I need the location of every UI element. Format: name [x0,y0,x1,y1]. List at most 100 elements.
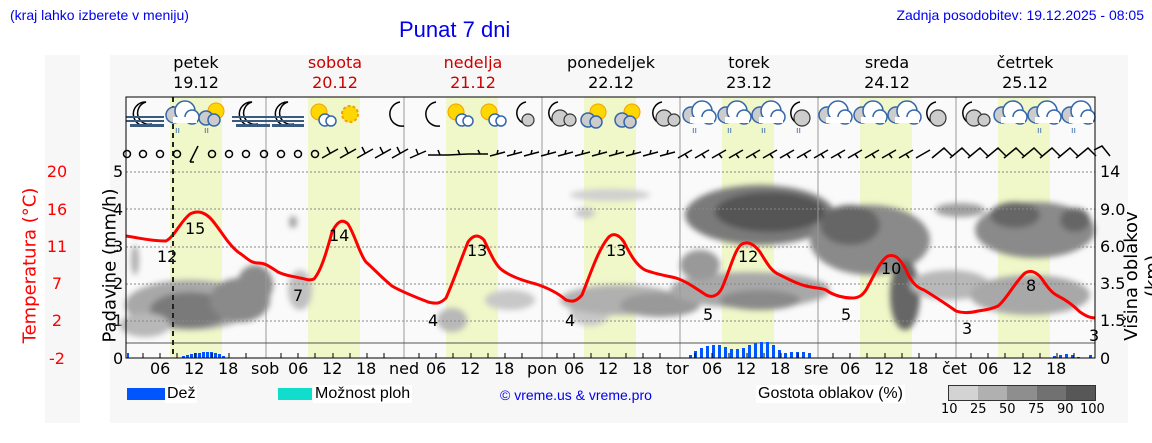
day-header-2: nedelja 21.12 [413,53,533,93]
temp-label: 15 [185,219,205,238]
cloud-light-rain-icon: ıı [717,100,752,136]
day-date: 25.12 [1002,73,1048,92]
cloud-density-legend-label: Gostota oblakov (%) [756,385,905,403]
sun-cloud-icon [580,103,607,129]
day-header-1: sobota 20.12 [275,53,395,93]
location-hint[interactable]: (kraj lahko izberete v meniju) [10,7,189,23]
hour-label: 18 [1046,359,1067,378]
day-header-6: četrtek 25.12 [965,53,1085,93]
temp-tick: 7 [51,274,63,293]
hour-label: 18 [632,359,653,378]
sun-cloud-icon [480,103,507,127]
sun-icon [341,105,359,123]
svg-text:ıı: ıı [796,126,801,136]
temp-label: 3 [962,319,972,338]
moon-cloud-icon [548,101,577,127]
cloud-tick: 14 [1100,162,1121,181]
svg-text:ıı: ıı [761,126,766,136]
precip-tick: 2 [113,274,124,293]
day-abbr: ned [389,359,420,378]
thunder-legend-swatch [278,388,312,400]
day-name: sreda [864,53,910,72]
thunder-legend-label: Možnost ploh [313,385,413,403]
temp-label: 12 [738,247,758,266]
day-abbr: sob [251,359,280,378]
hour-label: 06 [150,359,171,378]
sun-cloud-icon [614,103,641,129]
moon-cloud-light-rain-icon: ıı [790,101,811,136]
cloud-tick: 1.5 [1100,311,1126,330]
grid-lines [126,171,1095,322]
hour-label: 18 [494,359,515,378]
temperature-axis-panel [45,55,80,423]
temp-tick: 2 [51,311,63,330]
hour-label: 06 [840,359,861,378]
fog-night-icon [126,101,164,127]
last-update: Zadnja posodobitev: 19.12.2025 - 08:05 [896,7,1144,23]
day-date: 23.12 [726,73,772,92]
copyright-link[interactable]: © vreme.us & vreme.pro [500,387,652,403]
hour-label: 18 [356,359,377,378]
temp-label: 5 [841,305,851,324]
hour-label: 06 [702,359,723,378]
wind-barbs-row [122,145,1111,163]
hour-label: 12 [598,359,619,378]
partly-cloudy-light-rain-day-icon: ıı [198,102,225,136]
hour-ticks [142,353,1075,358]
hour-label: 12 [184,359,205,378]
cloud-tick: 6.0 [1100,237,1126,256]
svg-text:ıı: ıı [175,126,180,136]
day-date: 24.12 [864,73,910,92]
temp-tick: 16 [46,200,68,219]
day-name: nedelja [443,53,503,72]
cloud-light-rain-icon: ıı [165,100,200,136]
rain-legend-label: Dež [165,385,198,403]
hour-label: 12 [322,359,343,378]
cloud-icon [887,100,922,125]
day-date: 22.12 [588,73,634,92]
svg-text:ıı: ıı [204,126,209,136]
temp-label: 10 [881,259,901,278]
density-tick: 10 [941,402,958,417]
temp-label: 12 [157,247,177,266]
temp-label: 8 [1026,276,1036,295]
density-swatch-90-100 [1065,386,1096,400]
hour-label: 06 [288,359,309,378]
density-swatch-75-90 [1036,386,1066,400]
day-name: ponedeljek [567,53,655,72]
day-name: torek [728,53,770,72]
moon-cloud-icon [926,101,947,127]
day-date: 21.12 [450,73,496,92]
density-tick: 90 [1057,402,1074,417]
temp-label: 3 [1089,326,1099,345]
day-dividers [265,97,957,358]
density-swatch-10-25 [949,386,979,400]
temp-label: 4 [428,311,438,330]
temperature-line [125,210,1096,320]
density-tick: 50 [999,402,1016,417]
sun-cloud-icon [310,103,337,127]
cloud-density-colorbar [948,385,1096,401]
moon-cloud-icon [516,101,535,127]
hour-label: 18 [218,359,239,378]
temp-tick: 20 [46,162,68,181]
day-header-5: sreda 24.12 [827,53,947,93]
cloud-density-field [120,185,1095,337]
moon-cloud-icon [962,101,991,127]
cloud-icon [818,100,853,125]
temperature-labels: 12 15 7 14 4 13 4 13 5 12 5 10 3 8 3 [157,219,1099,345]
density-tick: 25 [970,402,987,417]
day-header-4: torek 23.12 [689,53,809,93]
moon-icon [389,101,405,127]
temp-label: 7 [293,286,303,305]
hour-label: 06 [426,359,447,378]
day-date: 19.12 [173,73,219,92]
day-name: sobota [307,53,363,72]
temp-tick: 11 [46,237,68,256]
moon-icon [425,101,441,127]
svg-text:ıı: ıı [727,126,732,136]
cloud-icon [853,100,888,125]
day-abbr: pon [527,359,558,378]
cloud-light-rain-icon: ıı [751,100,786,136]
